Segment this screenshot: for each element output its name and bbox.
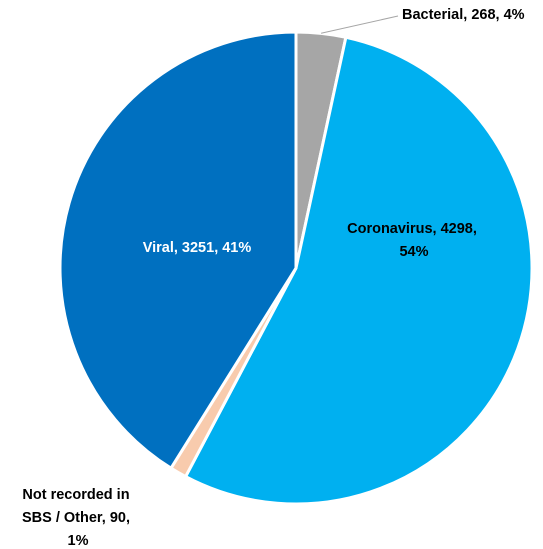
bacterial-leader-line xyxy=(320,15,399,34)
pie-slice-viral xyxy=(58,30,298,470)
other-data-label: Not recorded in SBS / Other, 90, 1% xyxy=(22,487,134,549)
pie-slice-coronavirus xyxy=(184,35,534,506)
pie-slices xyxy=(58,30,534,506)
viral-data-label: Viral, 3251, 41% xyxy=(143,240,252,256)
bacterial-data-label: Bacterial, 268, 4% xyxy=(402,7,525,23)
coronavirus-data-label: Coronavirus, 4298, 54% xyxy=(347,221,481,260)
